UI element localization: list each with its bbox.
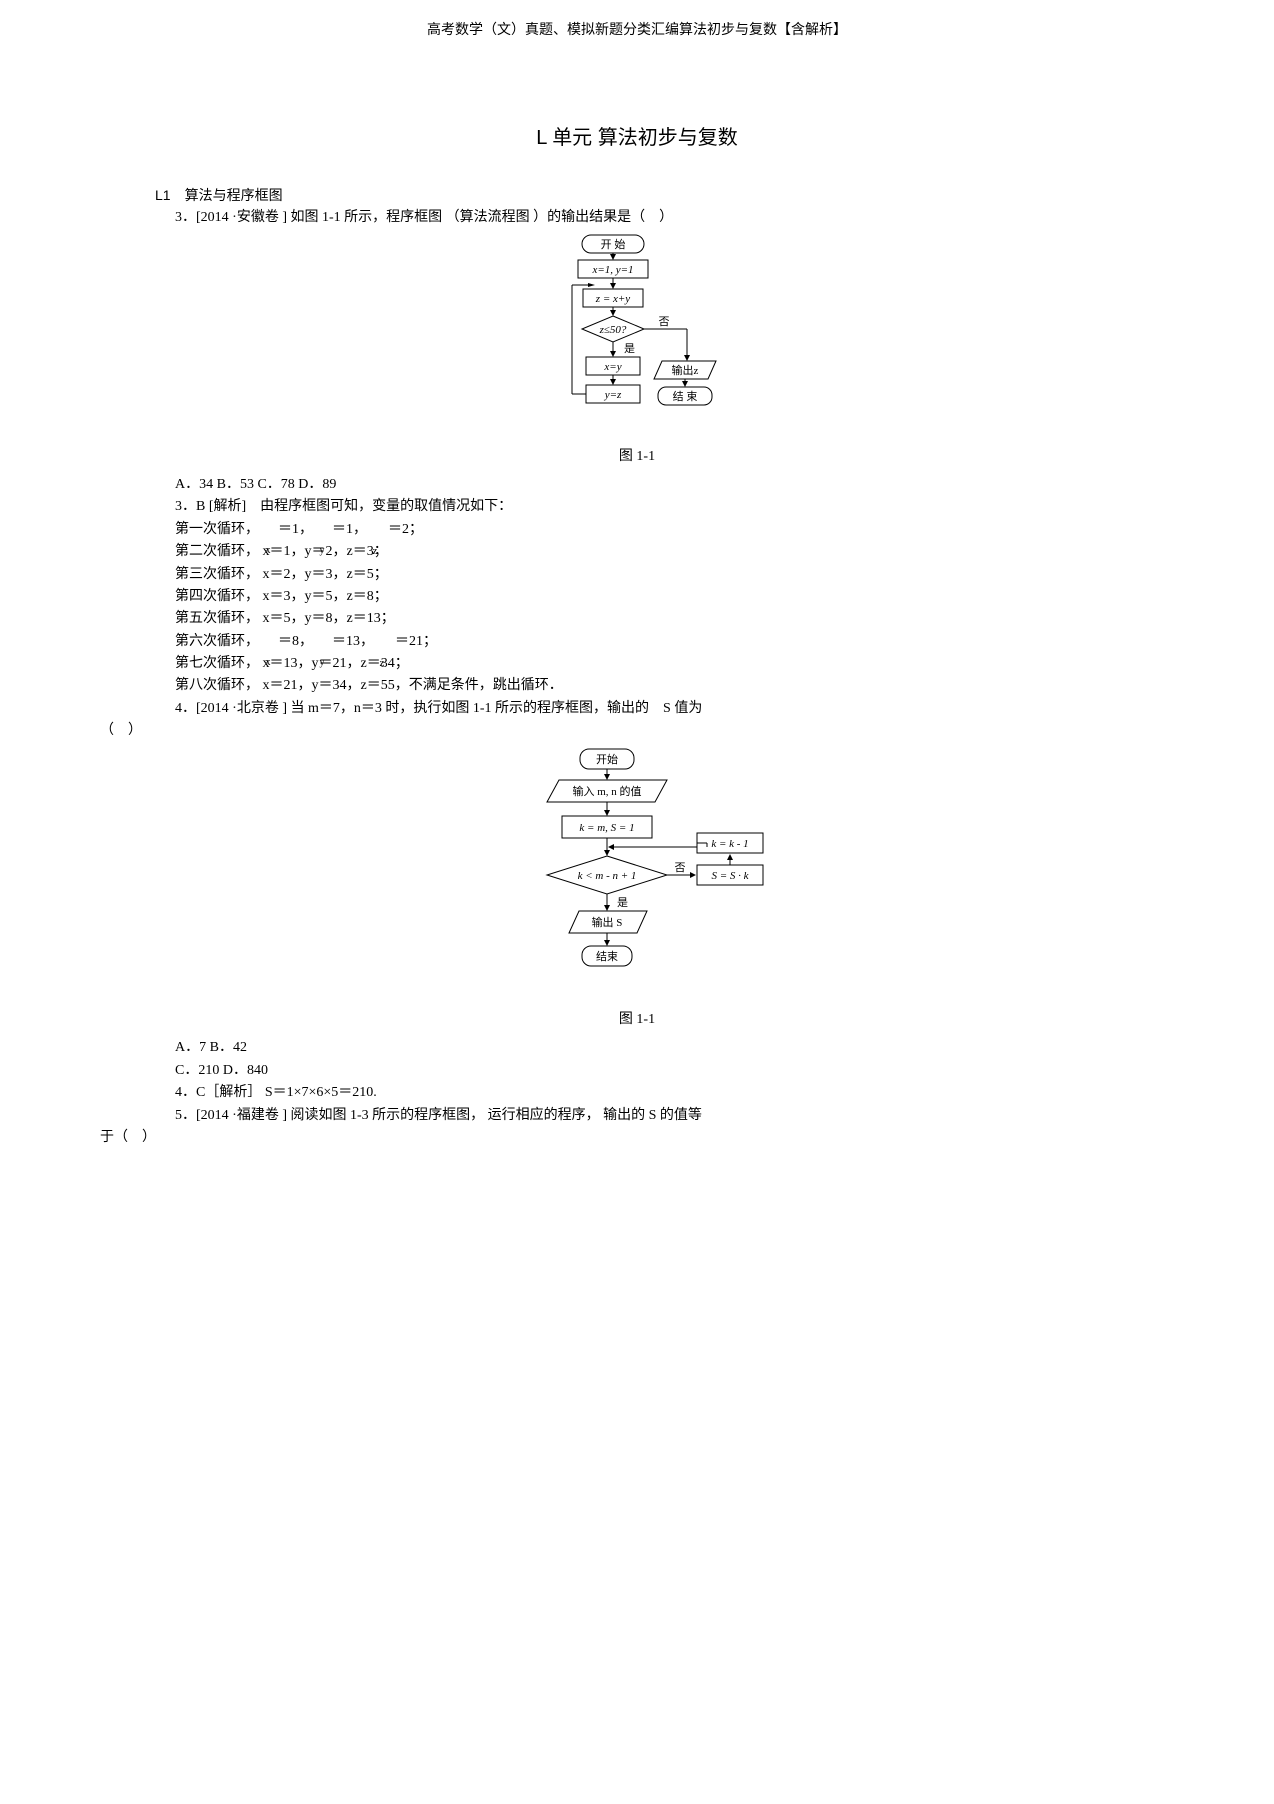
svg-text:是: 是 [624, 342, 635, 355]
q5-stem-a: 5．[2014 ·福建卷 ] 阅读如图 1-3 所示的程序框图， 运行相应的程序… [175, 1105, 1134, 1127]
svg-text:输出 S: 输出 S [592, 915, 623, 929]
svg-text:输入 m, n 的值: 输入 m, n 的值 [572, 784, 641, 798]
svg-text:x=y: x=y [603, 361, 621, 373]
text: 第六次循环， [175, 634, 259, 649]
q4-stem-b: （ ） [100, 720, 1174, 742]
svg-text:结 束: 结 束 [673, 390, 698, 403]
q4-opt1: A．7 B．42 [175, 1037, 1134, 1059]
svg-text:结束: 结束 [596, 950, 618, 963]
flowchart-1: 开 始 x=1, y=1 z = x+y z≤50? 否 是 x=y 输出z y… [100, 233, 1174, 441]
svg-text:k < m - n + 1: k < m - n + 1 [578, 870, 637, 882]
svg-text:k = k - 1: k = k - 1 [711, 838, 748, 850]
svg-text:开始: 开始 [596, 752, 618, 766]
q3-line5: 第五次循环， x＝5，y＝8，z＝13； [175, 608, 1134, 630]
q3-line1: 第一次循环， x ＝1， y ＝1， z ＝2； [175, 519, 1134, 541]
svg-text:开 始: 开 始 [601, 237, 626, 251]
text: ＝1， [278, 522, 313, 537]
svg-text:S = S · k: S = S · k [711, 870, 749, 882]
svg-text:z≤50?: z≤50? [599, 324, 627, 336]
text: 第一次循环， [175, 522, 259, 537]
section-l1-label: L1 算法与程序框图 [155, 184, 1174, 206]
svg-text:否: 否 [659, 316, 670, 328]
q3-answer-head: 3．B [解析] 由程序框图可知，变量的取值情况如下： [175, 496, 1134, 518]
q3-options: A．34 B．53 C．78 D．89 [175, 474, 1134, 496]
svg-text:否: 否 [675, 862, 686, 874]
page-header: 高考数学（文）真题、模拟新题分类汇编算法初步与复数【含解析】 [100, 20, 1174, 42]
svg-text:z = x+y: z = x+y [595, 293, 631, 305]
flowchart-1-caption: 图 1-1 [100, 446, 1174, 468]
svg-text:k = m, S = 1: k = m, S = 1 [579, 822, 634, 834]
svg-text:是: 是 [617, 896, 628, 909]
text: ＝8， [278, 634, 313, 649]
text: ＝2； [388, 522, 423, 537]
svg-text:x=1, y=1: x=1, y=1 [591, 264, 633, 276]
q4-stem-a: 4．[2014 ·北京卷 ] 当 m＝7，n＝3 时，执行如图 1-1 所示的程… [175, 698, 1134, 720]
q3-stem: 3．[2014 ·安徽卷 ] 如图 1-1 所示，程序框图 （算法流程图 ）的输… [175, 207, 1134, 229]
q5-stem-b: 于（ ） [100, 1127, 1174, 1149]
text: ＝21； [395, 634, 437, 649]
svg-text:y=z: y=z [604, 389, 622, 401]
svg-text:输出z: 输出z [672, 363, 699, 377]
q3-line4: 第四次循环， x＝3，y＝5，z＝8； [175, 586, 1134, 608]
flowchart-2: 开始 输入 m, n 的值 k = m, S = 1 k < m - n + 1… [100, 747, 1174, 1005]
text: ＝1， [332, 522, 367, 537]
unit-title: L 单元 算法初步与复数 [100, 122, 1174, 154]
text: ＝13， [332, 634, 374, 649]
q4-answer: 4．C［解析］ S＝1×7×6×5＝210. [175, 1082, 1134, 1104]
q4-opt2: C．210 D．840 [175, 1060, 1134, 1082]
q3-line3: 第三次循环， x＝2，y＝3，z＝5； [175, 564, 1134, 586]
flowchart-2-caption: 图 1-1 [100, 1009, 1174, 1031]
q3-line8: 第八次循环， x＝21，y＝34，z＝55，不满足条件，跳出循环． [175, 675, 1134, 697]
q3-line6: 第六次循环， x ＝8， y ＝13， z ＝21； [175, 631, 1134, 653]
